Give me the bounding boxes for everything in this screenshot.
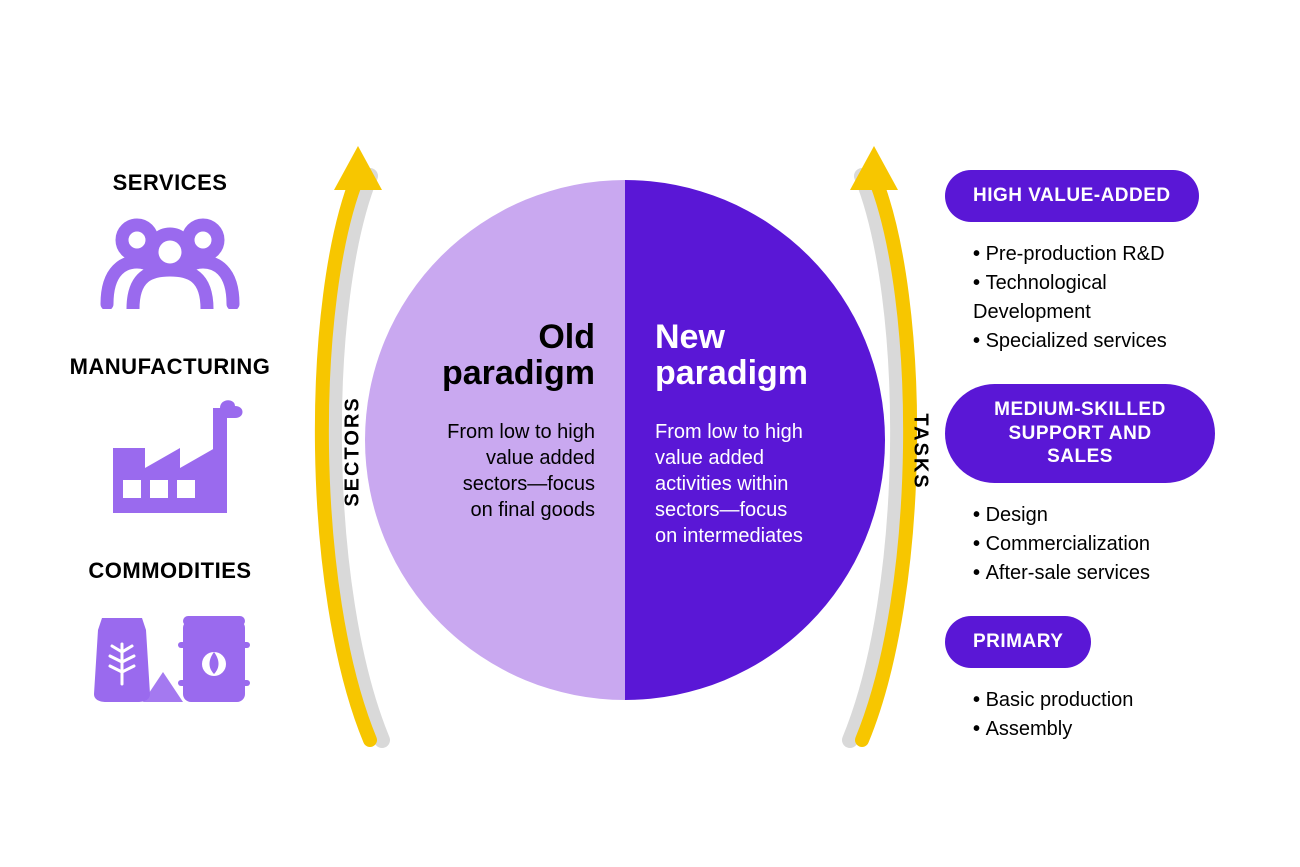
task-group-medium: MEDIUM-SKILLED SUPPORT AND SALES Design … <box>945 384 1225 588</box>
sector-label: MANUFACTURING <box>50 354 290 380</box>
sector-commodities: COMMODITIES <box>50 558 290 707</box>
task-bullet: Design <box>973 501 1225 530</box>
old-paradigm-title: Old paradigm <box>395 320 595 391</box>
tasks-column: HIGH VALUE-ADDED Pre-production R&D Tech… <box>945 170 1225 744</box>
task-pill: HIGH VALUE-ADDED <box>945 170 1199 222</box>
task-bullet: After-sale services <box>973 559 1225 588</box>
task-bullets: Pre-production R&D Technological Develop… <box>945 240 1225 356</box>
task-pill: MEDIUM-SKILLED SUPPORT AND SALES <box>945 384 1215 483</box>
task-bullets: Basic production Assembly <box>945 686 1225 744</box>
paradigm-circle: Old paradigm From low to high value adde… <box>365 180 885 700</box>
task-bullet: Commercialization <box>973 530 1225 559</box>
sector-label: SERVICES <box>50 170 290 196</box>
task-bullet: Pre-production R&D <box>973 240 1225 269</box>
factory-icon <box>50 398 290 518</box>
task-pill: PRIMARY <box>945 616 1091 668</box>
task-group-primary: PRIMARY Basic production Assembly <box>945 616 1225 744</box>
task-bullets: Design Commercialization After-sale serv… <box>945 501 1225 588</box>
task-bullet: Basic production <box>973 686 1225 715</box>
task-group-high: HIGH VALUE-ADDED Pre-production R&D Tech… <box>945 170 1225 356</box>
sectors-axis-label: SECTORS <box>342 396 365 506</box>
tasks-axis-label: TASKS <box>909 413 932 489</box>
sector-services: SERVICES <box>50 170 290 314</box>
new-paradigm-desc: From low to high value added activities … <box>655 419 855 549</box>
diagram-stage: SERVICES MAN <box>50 140 1250 760</box>
task-bullet: Technological Development <box>973 269 1225 327</box>
sector-label: COMMODITIES <box>50 558 290 584</box>
old-paradigm-desc: From low to high value added sectors—foc… <box>395 419 595 523</box>
task-bullet: Assembly <box>973 715 1225 744</box>
task-bullet: Specialized services <box>973 327 1225 356</box>
sector-manufacturing: MANUFACTURING <box>50 354 290 518</box>
old-paradigm-half: Old paradigm From low to high value adde… <box>365 180 625 700</box>
people-icon <box>50 214 290 314</box>
sectors-column: SERVICES MAN <box>50 170 290 707</box>
new-paradigm-title: New paradigm <box>655 320 855 391</box>
commodities-icon <box>50 602 290 707</box>
